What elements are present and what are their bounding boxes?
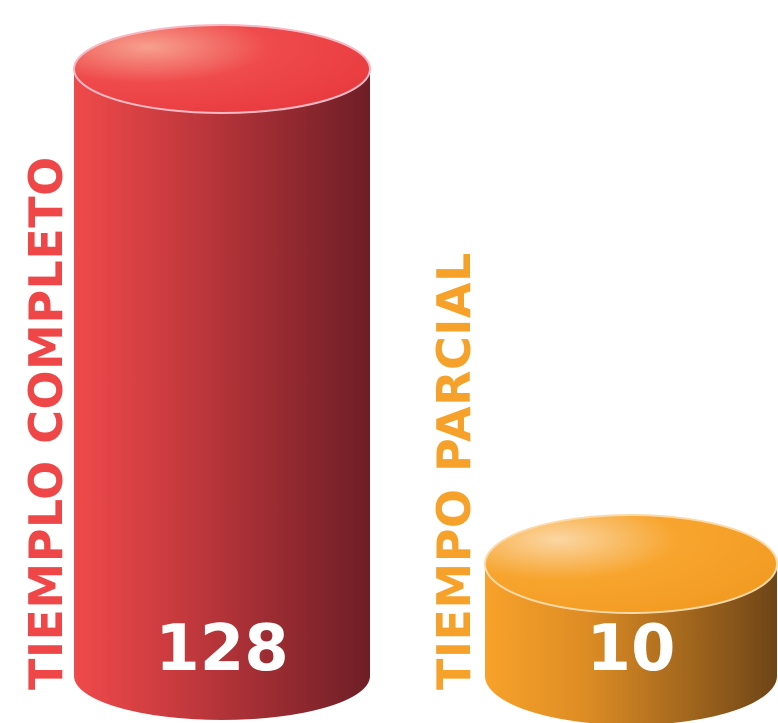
bar-top-tiempo-parcial: [484, 514, 778, 614]
data-label-tiemplo-completo: 128: [155, 612, 289, 686]
data-label-tiempo-parcial: 10: [586, 612, 675, 686]
category-label-tiemplo-completo: TIEMPLO COMPLETO: [19, 156, 73, 690]
category-label-tiempo-parcial: TIEMPO PARCIAL: [427, 252, 481, 690]
bar-top-tiemplo-completo: [73, 24, 371, 114]
bar-group-tiemplo-completo: 128: [73, 24, 371, 720]
bar-group-tiempo-parcial: 10: [484, 514, 778, 723]
bar-tiemplo-completo: [74, 69, 370, 720]
